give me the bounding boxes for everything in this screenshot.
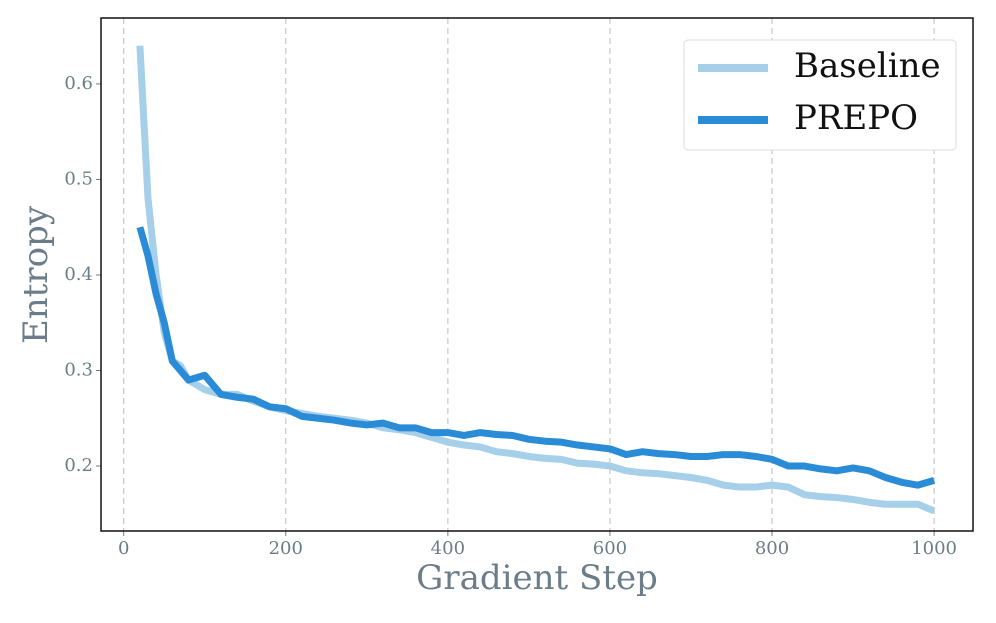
series-line	[136, 226, 936, 489]
plot-frame	[100, 17, 974, 532]
x-tick-label: 600	[593, 538, 627, 559]
x-tick-label: 200	[269, 538, 303, 559]
y-axis-label: Entropy	[16, 205, 56, 344]
x-tick-label: 0	[118, 538, 129, 559]
x-tick-label: 800	[755, 538, 789, 559]
x-tick-label: 1000	[911, 538, 957, 559]
legend-label: Baseline	[794, 46, 941, 86]
y-tick-label: 0.5	[64, 168, 93, 189]
y-tick-label: 0.4	[64, 264, 93, 285]
y-tick-label: 0.3	[64, 360, 93, 381]
legend-label: PREPO	[794, 98, 918, 138]
y-tick-label: 0.2	[64, 455, 93, 476]
x-tick-label: 400	[431, 538, 465, 559]
x-axis-label: Gradient Step	[416, 558, 658, 598]
y-tick-label: 0.6	[64, 73, 93, 94]
